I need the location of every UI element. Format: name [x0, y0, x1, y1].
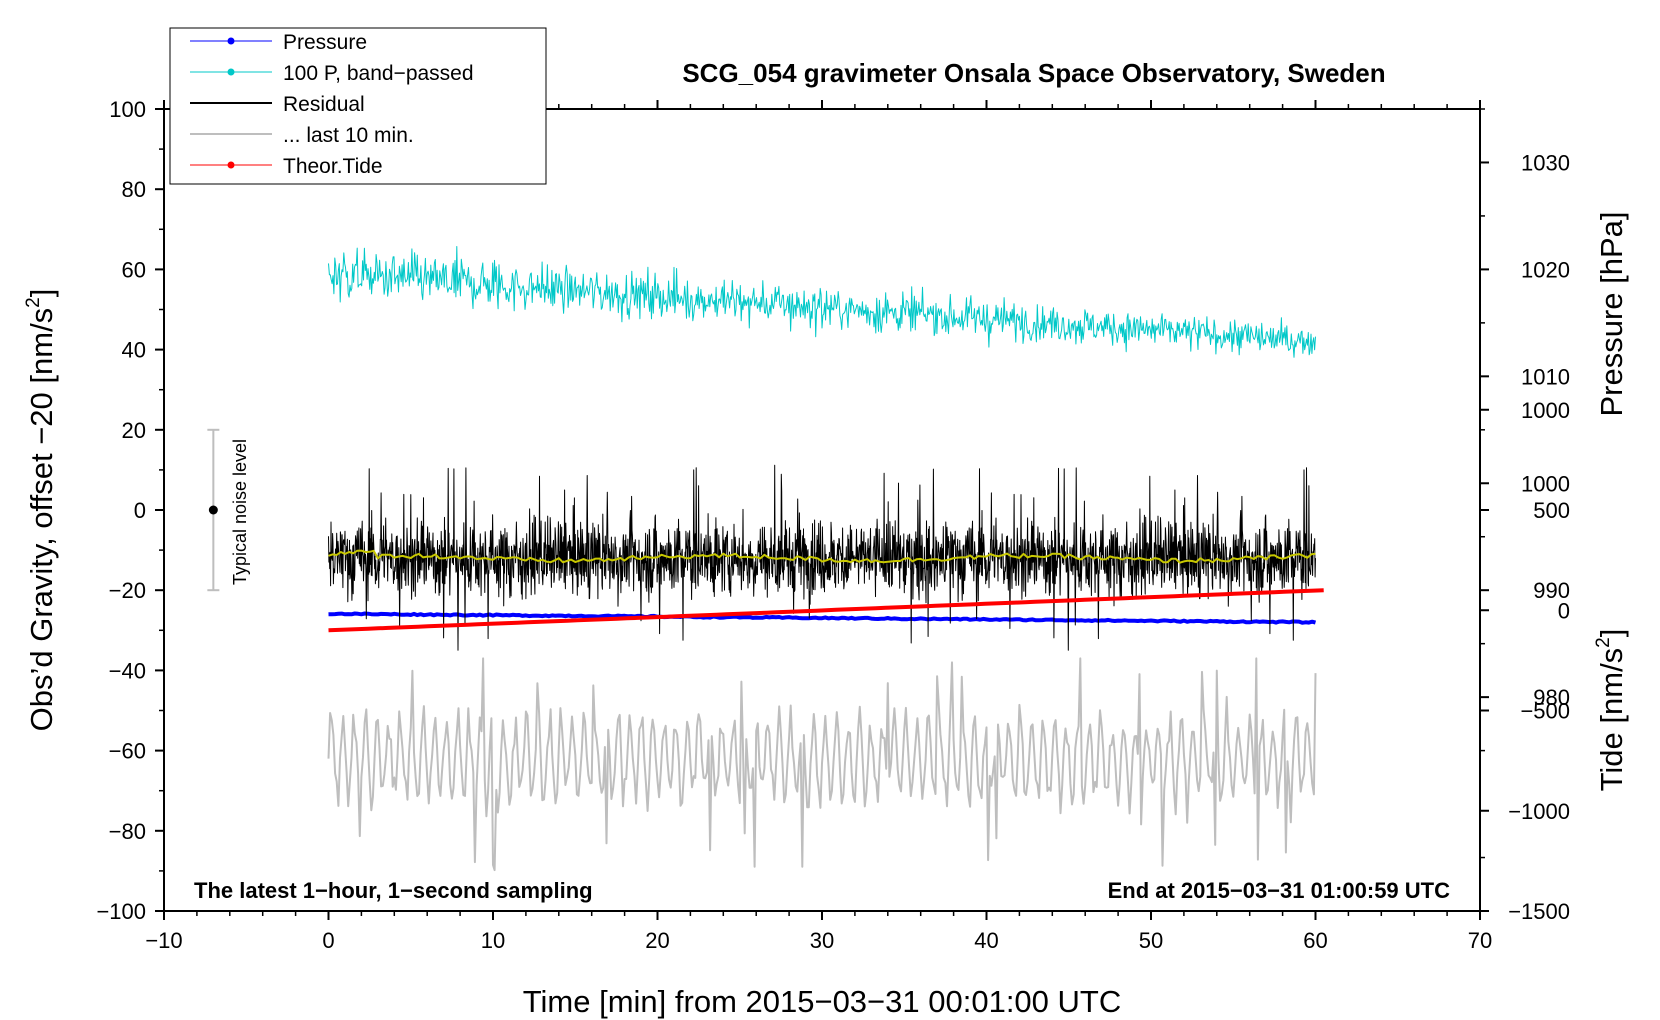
series-layer — [327, 246, 1324, 872]
x-tick-label: 40 — [974, 928, 998, 953]
y-pressure-tick-label: 1030 — [1521, 150, 1570, 175]
x-tick-label: 10 — [481, 928, 505, 953]
x-tick-label: 30 — [810, 928, 834, 953]
chart-title: SCG_054 gravimeter Onsala Space Observat… — [682, 58, 1385, 88]
y-left-tick-label: 0 — [134, 498, 146, 523]
y-tide-tick-label: 0 — [1558, 598, 1570, 623]
x-tick-label: 60 — [1303, 928, 1327, 953]
y-tide-tick-label: −500 — [1520, 699, 1570, 724]
noise-level-dot — [208, 505, 218, 515]
noise-level-indicator: Typical noise level — [207, 428, 250, 592]
x-tick-label: 50 — [1139, 928, 1163, 953]
legend-box — [169, 27, 547, 185]
y-pressure-tick-label: 990 — [1533, 578, 1570, 603]
legend-label: ... last 10 min. — [283, 124, 414, 147]
x-tick-label: 20 — [645, 928, 669, 953]
series-last-10-min — [327, 657, 1317, 872]
y-axis-title-tide-main: Tide [nm/s — [1594, 648, 1629, 792]
y-tide-tick-label: 500 — [1533, 498, 1570, 523]
note-latest-hour: The latest 1−hour, 1−second sampling — [194, 878, 593, 903]
legend-label: Pressure — [283, 31, 367, 54]
legend: Pressure 100 P, band−passed Residual ... la… — [169, 27, 547, 185]
legend-marker — [227, 161, 235, 169]
x-tick-label: −10 — [145, 928, 182, 953]
note-end-time: End at 2015−03−31 01:00:59 UTC — [1108, 878, 1451, 903]
y-tide-tick-label: 1000 — [1521, 398, 1570, 423]
legend-label: 100 P, band−passed — [283, 62, 474, 85]
y-left-tick-label: 20 — [122, 418, 146, 443]
x-tick-label: 70 — [1468, 928, 1492, 953]
y-left-tick-label: −100 — [96, 899, 146, 924]
series-residual-smoothed — [328, 549, 1316, 564]
y-left-tick-label: −80 — [109, 819, 146, 844]
ticks-layer: −10 0 10 20 30 40 50 60 70−100−80−60−40−20020406… — [96, 97, 1570, 953]
y-left-tick-label: 100 — [109, 97, 146, 122]
x-axis-title: Time [min] from 2015−03−31 00:01:00 UTC — [523, 984, 1122, 1019]
y-axis-title-left-main: Obs’d Gravity, offset −20 [nm/s — [24, 308, 59, 732]
series-pressure — [328, 611, 1317, 625]
y-tide-tick-label: −1500 — [1508, 899, 1570, 924]
y-left-tick-label: −60 — [109, 739, 146, 764]
series-pressure-band-passed — [328, 246, 1316, 358]
legend-label: Residual — [283, 93, 365, 116]
y-axis-title-left-sup: 2 — [23, 297, 44, 308]
y-pressure-tick-label: 1010 — [1521, 364, 1570, 389]
y-axis-title-tide-end: ] — [1594, 629, 1629, 638]
y-pressure-tick-label: 1020 — [1521, 257, 1570, 282]
legend-marker — [227, 68, 235, 76]
legend-marker — [227, 37, 235, 45]
y-axis-title-tide-sup: 2 — [1593, 637, 1614, 648]
y-left-tick-label: −40 — [109, 658, 146, 683]
y-tide-tick-label: −1000 — [1508, 799, 1570, 824]
y-left-tick-label: −20 — [109, 578, 146, 603]
y-left-tick-label: 40 — [122, 338, 146, 363]
y-left-tick-label: 60 — [122, 257, 146, 282]
x-tick-label: 0 — [322, 928, 334, 953]
legend-items: Pressure 100 P, band−passed Residual ... la… — [190, 31, 474, 178]
y-axis-title-pressure: Pressure [hPa] — [1594, 211, 1629, 416]
y-axis-title-left-end: ] — [24, 289, 59, 298]
legend-label: Theor.Tide — [283, 155, 383, 178]
y-pressure-tick-label: 1000 — [1521, 471, 1570, 496]
y-pressure-tick-label: 980 — [1533, 685, 1570, 710]
y-axis-title-left: Obs’d Gravity, offset −20 [nm/s2] — [23, 289, 59, 732]
noise-level-label: Typical noise level — [230, 439, 250, 585]
y-left-tick-label: 80 — [122, 177, 146, 202]
series-theor-tide — [328, 588, 1324, 633]
y-axis-title-tide: Tide [nm/s2] — [1593, 629, 1629, 792]
series-residual — [328, 464, 1316, 651]
